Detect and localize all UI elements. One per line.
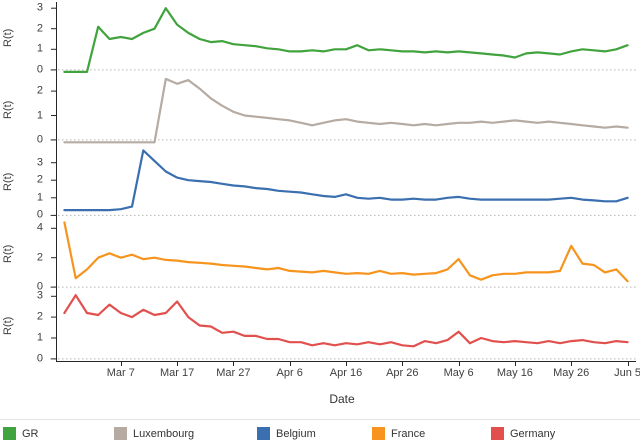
y-tick-label: 0 — [36, 133, 43, 146]
legend-swatch-belgium — [257, 427, 270, 440]
y-tick-label: 0 — [36, 63, 43, 76]
legend-label: Germany — [510, 427, 556, 440]
y-axis-label: R(t) — [2, 172, 14, 192]
x-tick-mark — [177, 362, 179, 366]
legend-label: France — [391, 427, 426, 440]
legend-swatch-germany — [491, 427, 504, 440]
y-tick-label: 3 — [36, 289, 43, 302]
y-tick-label: 2 — [36, 84, 43, 97]
x-tick-mark — [346, 362, 347, 366]
legend-swatch-france — [372, 427, 385, 440]
x-axis-title: Date — [329, 392, 355, 406]
y-axis-label: R(t) — [2, 316, 14, 336]
legend-swatch-gr — [3, 427, 16, 440]
y-axis-label: R(t) — [2, 100, 14, 120]
x-tick-mark — [289, 362, 291, 366]
series-line-belgium — [63, 149, 629, 212]
y-tick-label: 2 — [36, 251, 43, 264]
y-tick-label: 3 — [36, 156, 43, 169]
y-tick-label: 0 — [36, 208, 43, 221]
series-line-gr — [63, 7, 629, 74]
series-line-france — [63, 221, 629, 283]
legend-swatch-luxembourg — [114, 427, 127, 440]
x-tick-mark — [402, 362, 404, 366]
x-tick-mark — [458, 362, 460, 366]
x-tick-mark — [514, 362, 516, 366]
x-tick-label: Mar 7 — [106, 367, 135, 379]
y-tick-label: 4 — [36, 221, 43, 234]
x-tick-label: May 26 — [553, 367, 590, 379]
y-tick-label: 1 — [36, 331, 43, 344]
x-tick-label: Mar 17 — [159, 367, 195, 379]
x-tick-mark — [233, 362, 235, 366]
y-tick-label: 2 — [36, 310, 43, 323]
y-tick-label: 2 — [36, 22, 43, 35]
panel-luxembourg: R(t) 0 1 2 — [0, 74, 640, 146]
panels-container: R(t) 0 1 2 3 R(t) 0 1 2 R(t) 0 1 2 3 R(t) 0 2 4 R(t) 0 1 2 3 — [0, 1, 640, 365]
y-tick-label: 1 — [36, 191, 43, 204]
x-tick-label: Jun 5 — [614, 367, 640, 379]
legend: GR Luxembourg Belgium France Germany — [0, 419, 640, 446]
series-line-luxembourg — [63, 77, 629, 144]
panel-france: R(t) 0 2 4 — [0, 218, 640, 293]
y-tick-label: 1 — [36, 42, 43, 55]
y-axis-label: R(t) — [2, 244, 14, 264]
x-tick-label: Apr 6 — [276, 367, 303, 379]
x-tick-label: May 16 — [496, 367, 533, 379]
x-tick-label: Apr 16 — [329, 367, 363, 379]
legend-item-luxembourg: Luxembourg — [114, 427, 194, 440]
legend-label: Belgium — [276, 427, 316, 440]
series-line-germany — [63, 294, 629, 348]
panel-germany: R(t) 0 1 2 3 — [0, 289, 640, 365]
x-tick-mark — [571, 362, 573, 366]
legend-item-france: France — [372, 427, 425, 440]
panel-belgium: R(t) 0 1 2 3 — [0, 146, 640, 221]
plot-area-luxembourg — [50, 74, 636, 146]
legend-item-germany: Germany — [491, 427, 555, 440]
y-tick-label: 1 — [36, 109, 43, 121]
x-tick-label: May 6 — [443, 367, 474, 379]
legend-item-belgium: Belgium — [257, 427, 316, 440]
x-tick-label: Apr 26 — [386, 367, 419, 379]
y-tick-label: 2 — [36, 173, 43, 186]
x-tick-mark — [627, 362, 629, 366]
x-tick-mark — [120, 362, 122, 366]
y-tick-label: 0 — [36, 352, 43, 365]
y-tick-label: 3 — [36, 1, 43, 14]
plot-area-germany — [50, 290, 636, 362]
x-axis: Mar 7 Mar 17 Mar 27 Apr 6 Apr 16 Apr 26 May 6 M… — [0, 362, 640, 380]
legend-label: Luxembourg — [133, 427, 195, 440]
y-tick-label: 0 — [36, 280, 43, 293]
x-tick-label: Mar 27 — [216, 367, 251, 379]
panel-gr: R(t) 0 1 2 3 — [0, 1, 640, 76]
legend-item-gr: GR — [3, 427, 39, 440]
plot-area-belgium — [50, 146, 636, 218]
y-axis-label: R(t) — [2, 28, 14, 48]
plot-area-gr — [50, 2, 636, 74]
legend-label: GR — [22, 427, 39, 440]
plot-area-france — [50, 218, 636, 290]
